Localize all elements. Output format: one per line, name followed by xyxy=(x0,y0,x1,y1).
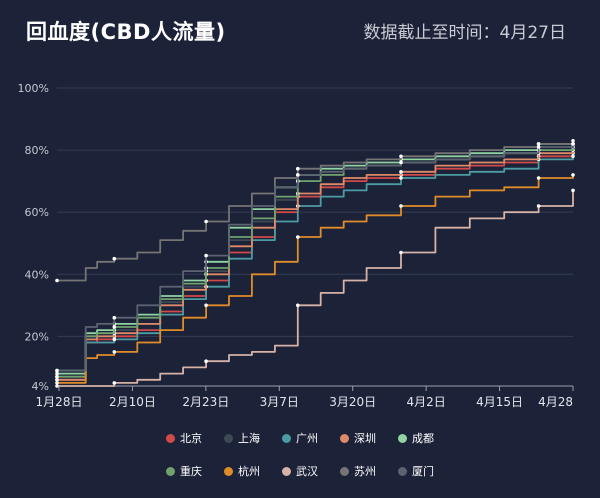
legend-label: 厦门 xyxy=(412,465,434,478)
data-point xyxy=(112,381,117,385)
data-point xyxy=(571,154,575,159)
x-tick-label: 3月7日 xyxy=(260,395,299,409)
data-point xyxy=(399,176,403,180)
data-point xyxy=(112,350,117,354)
data-point xyxy=(296,235,300,239)
x-tick-label: 4月2日 xyxy=(407,395,446,409)
data-point xyxy=(296,173,300,177)
data-point xyxy=(55,381,59,385)
legend-marker xyxy=(340,466,349,476)
data-point xyxy=(399,154,403,159)
data-point xyxy=(112,337,117,342)
y-tick-label: 4% xyxy=(32,380,49,393)
legend-item[interactable]: 苏州 xyxy=(340,463,376,479)
y-tick-label: 60% xyxy=(25,206,49,219)
legend-marker xyxy=(282,466,291,476)
legend-marker xyxy=(224,466,233,476)
data-point xyxy=(112,315,117,320)
x-tick-label: 1月28日 xyxy=(36,395,83,409)
legend-marker xyxy=(398,433,407,443)
legend-item[interactable]: 成都 xyxy=(398,430,434,446)
legend-item[interactable]: 厦门 xyxy=(398,463,434,479)
series-line-重庆 xyxy=(57,143,574,378)
data-point xyxy=(571,142,575,146)
legend-label: 重庆 xyxy=(180,465,202,478)
data-point xyxy=(536,204,541,208)
legend-label: 广州 xyxy=(296,432,318,445)
x-tick-label: 2月23日 xyxy=(182,395,229,409)
legend-row-1: 北京 上海 广州 深圳 成都 xyxy=(0,430,600,446)
y-tick-label: 40% xyxy=(25,268,49,281)
data-point xyxy=(536,145,541,149)
series-line-武汉 xyxy=(57,190,574,387)
legend-marker xyxy=(282,433,291,443)
x-tick-label: 4月28 xyxy=(538,395,573,409)
legend-item[interactable]: 深圳 xyxy=(340,430,376,446)
legend-item[interactable]: 重庆 xyxy=(166,463,202,479)
data-point xyxy=(55,278,59,283)
page-title: 回血度(CBD人流量) xyxy=(26,20,226,44)
data-point xyxy=(204,253,208,258)
y-tick-label: 20% xyxy=(25,330,49,343)
legend-label: 苏州 xyxy=(354,465,376,478)
data-point xyxy=(55,371,59,376)
legend-label: 成都 xyxy=(412,432,434,445)
y-tick-label: 100% xyxy=(18,82,49,95)
data-point xyxy=(571,173,575,177)
data-point xyxy=(55,374,59,379)
data-point xyxy=(536,142,541,146)
data-point xyxy=(112,325,117,329)
x-tick-label: 4月15日 xyxy=(476,395,523,409)
legend-label: 杭州 xyxy=(238,465,260,478)
legend-item[interactable]: 广州 xyxy=(282,430,318,446)
data-point xyxy=(399,170,403,174)
y-tick-label: 80% xyxy=(25,144,49,157)
data-point xyxy=(536,176,541,180)
series-line-广州 xyxy=(57,156,574,372)
legend-label: 深圳 xyxy=(354,432,376,445)
data-point xyxy=(55,384,59,388)
data-point xyxy=(571,188,575,193)
x-tick-label: 2月10日 xyxy=(109,395,156,409)
legend-marker xyxy=(398,466,407,476)
x-tick-label: 3月20日 xyxy=(329,395,376,409)
legend-item[interactable]: 杭州 xyxy=(224,463,260,479)
legend-marker xyxy=(166,466,175,476)
data-point xyxy=(204,359,208,364)
data-point xyxy=(296,166,300,171)
legend-marker xyxy=(340,433,349,443)
data-point xyxy=(112,256,117,261)
data-point xyxy=(399,160,403,165)
legend-item[interactable]: 上海 xyxy=(224,430,260,446)
legend-marker xyxy=(166,433,175,443)
data-point xyxy=(399,204,403,208)
legend-marker xyxy=(224,433,233,443)
legend-item[interactable]: 北京 xyxy=(166,430,202,446)
data-point xyxy=(571,139,575,143)
data-point xyxy=(204,303,208,308)
data-point xyxy=(204,219,208,224)
line-chart: 4% 20% 40% 60% 80% 100% 1月28日 2月10日 2月23日 3月7日 3月2… xyxy=(18,82,575,409)
legend-item[interactable]: 武汉 xyxy=(282,463,318,479)
data-point xyxy=(55,368,59,373)
data-point xyxy=(55,378,59,382)
legend-label: 上海 xyxy=(238,432,260,445)
series-line-深圳 xyxy=(57,150,574,381)
series-line-北京 xyxy=(57,153,574,381)
legend-label: 北京 xyxy=(180,432,202,445)
legend-row-2: 重庆 杭州 武汉 苏州 厦门 xyxy=(0,463,600,479)
data-point xyxy=(296,303,300,308)
legend-label: 武汉 xyxy=(296,465,318,478)
data-point xyxy=(399,250,403,255)
data-cutoff-date: 数据截止至时间：4月27日 xyxy=(363,23,566,43)
